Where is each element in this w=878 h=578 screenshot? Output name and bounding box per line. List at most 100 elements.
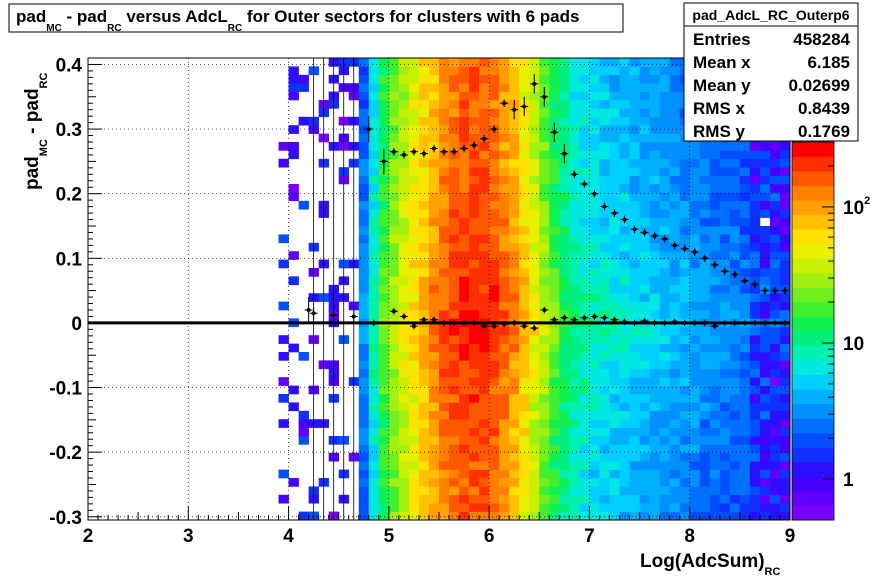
heatmap-cell bbox=[729, 326, 741, 336]
heatmap-cell bbox=[579, 150, 590, 160]
heatmap-cell bbox=[639, 377, 650, 386]
heatmap-cell bbox=[769, 394, 781, 403]
heatmap-cell bbox=[669, 91, 680, 101]
profile-point bbox=[682, 246, 687, 251]
heatmap-cell bbox=[669, 217, 680, 227]
heatmap-cell bbox=[499, 91, 510, 101]
heatmap-cell bbox=[679, 167, 691, 176]
heatmap-cell bbox=[699, 184, 711, 193]
heatmap-cell bbox=[769, 251, 781, 260]
heatmap-cell bbox=[388, 100, 400, 109]
heatmap-cell bbox=[749, 385, 761, 395]
heatmap-cell bbox=[729, 234, 741, 244]
heatmap-cell bbox=[428, 83, 440, 92]
heatmap-cell bbox=[659, 326, 670, 336]
heatmap-cell bbox=[519, 503, 530, 512]
heatmap-cell bbox=[499, 276, 510, 286]
heatmap-cell bbox=[519, 478, 530, 487]
heatmap-cell bbox=[449, 192, 460, 202]
heatmap-cell bbox=[599, 385, 610, 395]
heatmap-cell bbox=[368, 410, 380, 420]
heatmap-cell bbox=[649, 142, 660, 151]
heatmap-cell bbox=[398, 469, 410, 479]
heatmap-cell bbox=[509, 503, 520, 512]
heatmap-cell bbox=[549, 352, 560, 361]
heatmap-cell bbox=[479, 310, 490, 319]
heatmap-cell bbox=[519, 335, 530, 344]
heatmap-cell bbox=[609, 486, 620, 496]
heatmap-cell bbox=[669, 108, 680, 118]
heatmap-cell bbox=[388, 452, 400, 462]
heatmap-cell bbox=[559, 461, 570, 470]
heatmap-cell bbox=[769, 377, 781, 386]
heatmap-cell bbox=[469, 486, 480, 496]
heatmap-cell bbox=[759, 335, 771, 344]
heatmap-cell bbox=[298, 436, 309, 445]
heatmap-cell bbox=[639, 217, 650, 227]
heatmap-cell bbox=[439, 125, 450, 134]
heatmap-cell bbox=[479, 461, 490, 470]
heatmap-cell bbox=[579, 200, 590, 210]
heatmap-cell bbox=[529, 352, 540, 361]
heatmap-cell bbox=[679, 310, 691, 319]
heatmap-cell bbox=[288, 184, 299, 193]
heatmap-cell bbox=[669, 234, 680, 244]
heatmap-cell bbox=[449, 133, 460, 143]
heatmap-cell bbox=[499, 478, 510, 487]
heatmap-cell bbox=[609, 234, 620, 244]
heatmap-cell bbox=[779, 419, 790, 428]
heatmap-cell bbox=[408, 242, 420, 252]
heatmap-cell bbox=[439, 167, 450, 176]
heatmap-cell bbox=[449, 326, 460, 336]
heatmap-cell bbox=[358, 251, 370, 260]
heatmap-cell bbox=[779, 234, 790, 244]
heatmap-cell bbox=[759, 360, 771, 370]
heatmap-cell bbox=[599, 242, 610, 252]
heatmap-cell bbox=[499, 209, 510, 218]
heatmap-cell bbox=[639, 116, 650, 126]
heatmap-cell bbox=[358, 343, 370, 353]
heatmap-cell bbox=[368, 385, 380, 395]
heatmap-cell bbox=[729, 352, 741, 361]
heatmap-cell bbox=[769, 461, 781, 470]
heatmap-cell bbox=[398, 100, 410, 109]
heatmap-cell bbox=[529, 184, 540, 193]
heatmap-cell bbox=[519, 284, 530, 294]
heatmap-cell bbox=[599, 58, 610, 67]
heatmap-cell bbox=[619, 461, 630, 470]
heatmap-cell bbox=[749, 427, 761, 437]
profile-point bbox=[782, 320, 787, 325]
color-bar-cell bbox=[792, 476, 834, 492]
heatmap-cell bbox=[619, 469, 630, 479]
heatmap-cell bbox=[559, 469, 570, 479]
heatmap-cell bbox=[539, 419, 550, 428]
heatmap-cell bbox=[729, 368, 741, 378]
heatmap-cell bbox=[669, 360, 680, 370]
heatmap-cell bbox=[609, 343, 620, 353]
heatmap-cell bbox=[519, 158, 530, 168]
heatmap-cell bbox=[378, 385, 390, 395]
heatmap-cell bbox=[418, 251, 430, 260]
heatmap-cell bbox=[489, 234, 500, 244]
heatmap-cell bbox=[449, 427, 460, 437]
heatmap-cell bbox=[779, 444, 790, 454]
heatmap-cell bbox=[418, 217, 430, 227]
heatmap-cell bbox=[288, 83, 299, 92]
heatmap-cell bbox=[459, 74, 470, 84]
heatmap-cell bbox=[729, 175, 741, 185]
heatmap-cell bbox=[378, 377, 390, 386]
heatmap-cell bbox=[639, 511, 650, 520]
heatmap-cell bbox=[459, 150, 470, 160]
heatmap-cell bbox=[358, 83, 370, 92]
heatmap-cell bbox=[779, 293, 790, 302]
heatmap-cell bbox=[539, 394, 550, 403]
heatmap-cell bbox=[719, 444, 731, 454]
heatmap-cell bbox=[639, 469, 650, 479]
heatmap-cell bbox=[649, 251, 660, 260]
heatmap-cell bbox=[479, 142, 490, 151]
heatmap-cell bbox=[569, 234, 580, 244]
heatmap-cell bbox=[639, 352, 650, 361]
heatmap-cell bbox=[649, 326, 660, 336]
heatmap-cell bbox=[408, 158, 420, 168]
heatmap-cell bbox=[759, 251, 771, 260]
